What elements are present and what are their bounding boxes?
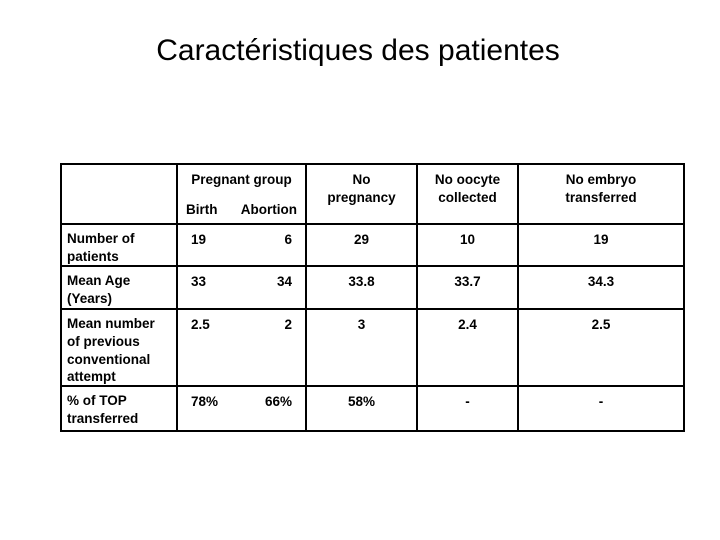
no-embryo-value: 19 [519, 225, 683, 265]
header-empty-cell [62, 165, 176, 223]
no-oocyte-value: 10 [418, 225, 517, 265]
abortion-column-label: Abortion [240, 202, 297, 218]
row-label-pct-top-transferred: % of TOP transferred [62, 387, 176, 430]
pregnant-group-subheader: Birth Abortion [186, 201, 297, 219]
birth-column-label: Birth [186, 202, 218, 218]
no-oocyte-value: 33.7 [418, 267, 517, 308]
no-pregnancy-value: 29 [307, 225, 416, 265]
no-embryo-value: - [519, 387, 683, 430]
row-label-number-of-patients: Number of patients [62, 225, 176, 265]
slide-title: Caractéristiques des patientes [156, 34, 560, 67]
birth-value: 78% [191, 394, 219, 409]
pregnant-group-values-row: 19 6 [178, 225, 305, 265]
header-no-pregnancy-cell: No pregnancy [307, 165, 416, 223]
header-pregnant-group-cell: Pregnant group Birth Abortion [178, 165, 305, 223]
no-pregnancy-value: 58% [307, 387, 416, 430]
row-label-mean-age: Mean Age (Years) [62, 267, 176, 308]
no-pregnancy-value: 3 [307, 310, 416, 385]
abortion-value: 2 [284, 317, 292, 332]
abortion-value: 6 [284, 232, 292, 247]
header-no-oocyte-cell: No oocyte collected [418, 165, 517, 223]
no-oocyte-value: - [418, 387, 517, 430]
no-embryo-value: 34.3 [519, 267, 683, 308]
birth-value: 2.5 [191, 317, 210, 332]
abortion-value: 66% [264, 394, 292, 409]
row-label-mean-previous-attempts: Mean number of previous conventional att… [62, 310, 176, 385]
no-embryo-value: 2.5 [519, 310, 683, 385]
birth-value: 33 [191, 274, 207, 289]
birth-value: 19 [191, 232, 207, 247]
pregnant-group-values-row: 33 34 [178, 267, 305, 308]
no-pregnancy-value: 33.8 [307, 267, 416, 308]
pregnant-group-values-row: 2.5 2 [178, 310, 305, 385]
pregnant-group-label: Pregnant group [191, 172, 292, 187]
no-oocyte-value: 2.4 [418, 310, 517, 385]
patient-characteristics-table: Pregnant group Birth Abortion No pregnan… [60, 163, 685, 432]
abortion-value: 34 [276, 274, 292, 289]
pregnant-group-values-row: 78% 66% [178, 387, 305, 430]
header-no-embryo-cell: No embryo transferred [519, 165, 683, 223]
